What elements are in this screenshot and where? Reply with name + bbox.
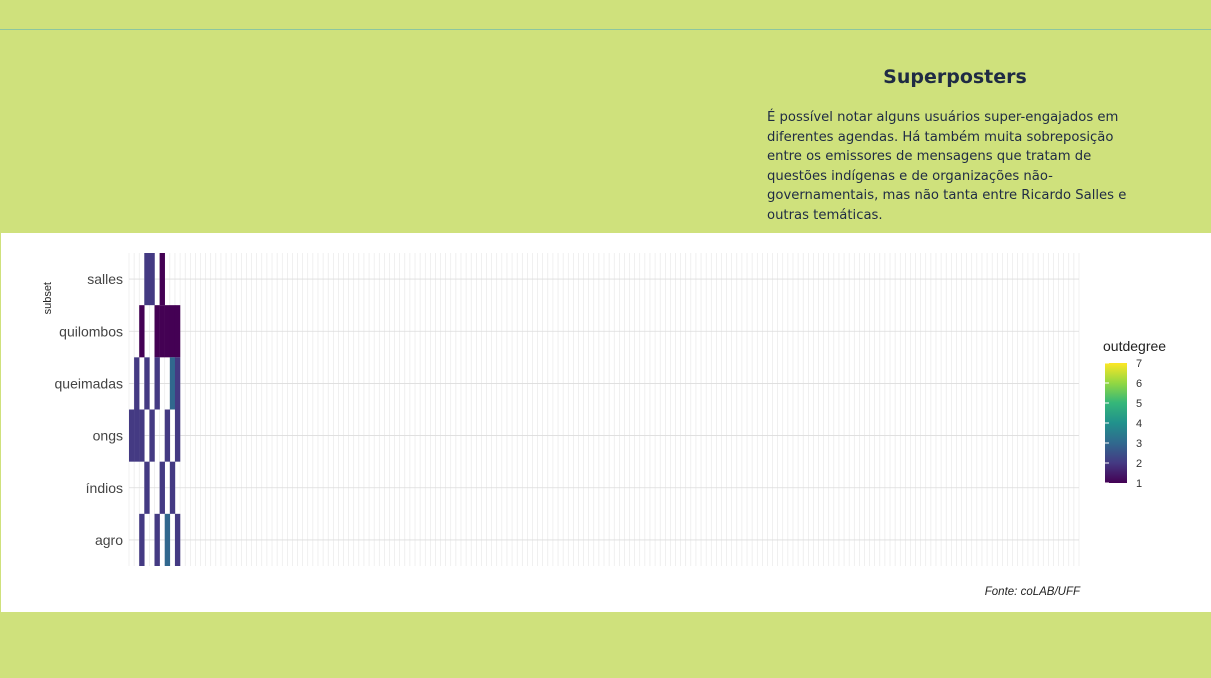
heatmap-cell [174, 513, 181, 566]
heatmap-cell [149, 253, 155, 306]
heatmap-cell [149, 409, 155, 462]
grid-lines [128, 253, 1080, 566]
heatmap-cell [169, 357, 176, 410]
heatmap-chart: agro índios ongs queimadas quilombos salles s… [42, 253, 1166, 566]
heatmap-cell [169, 461, 176, 514]
y-tick-label-queimadas: queimadas [55, 375, 124, 391]
top-divider [0, 29, 1211, 30]
page-title: Superposters [883, 66, 1027, 88]
heatmap-cell [159, 305, 165, 358]
legend-tick-label: 2 [1136, 458, 1142, 470]
heatmap-cell [154, 513, 160, 566]
heatmap-cell [164, 409, 171, 462]
heatmap-cell [144, 357, 150, 410]
heatmap-cell [144, 461, 150, 514]
legend-tick-label: 7 [1136, 358, 1142, 370]
heatmap-cell [174, 357, 181, 410]
y-tick-label-salles: salles [87, 271, 123, 287]
legend: outdegree 1 2 3 4 5 6 7 [1103, 338, 1166, 490]
heatmap-cell [129, 409, 135, 462]
source-note: Fonte: coLAB/UFF [984, 586, 1080, 598]
legend-title: outdegree [1103, 338, 1166, 354]
legend-colorbar [1105, 363, 1127, 483]
heatmap-cell [139, 409, 145, 462]
heatmap-cell [139, 513, 145, 566]
heatmap-cell [169, 305, 176, 358]
heatmap-cell [154, 357, 160, 410]
legend-tick-label: 3 [1136, 438, 1142, 450]
heatmap-cell [154, 305, 160, 358]
y-tick-label-agro: agro [95, 532, 123, 548]
heatmap-cell [174, 409, 181, 462]
heatmap-cell [139, 305, 145, 358]
heatmap-cell [134, 357, 140, 410]
heatmap-cell [164, 513, 171, 566]
y-tick-labels: agro índios ongs queimadas quilombos salles [55, 271, 124, 548]
y-tick-label-índios: índios [86, 480, 123, 496]
y-tick-label-quilombos: quilombos [59, 323, 123, 339]
heatmap-cell [164, 305, 171, 358]
heatmap-cells [129, 253, 181, 566]
heatmap-cell [159, 253, 165, 306]
y-axis-title: subset [42, 282, 54, 314]
legend-tick-label: 6 [1136, 378, 1142, 390]
heatmap-cell [134, 409, 140, 462]
legend-tick-label: 1 [1136, 478, 1142, 490]
y-tick-label-ongs: ongs [93, 428, 123, 444]
legend-tick-label: 5 [1136, 398, 1142, 410]
heatmap-cell [159, 461, 165, 514]
chart-panel: agro índios ongs queimadas quilombos salles s… [1, 233, 1211, 612]
heatmap-cell [144, 253, 150, 306]
heatmap-cell [174, 305, 181, 358]
page-description: É possível notar alguns usuários super-e… [767, 110, 1127, 223]
legend-tick-label: 4 [1136, 418, 1142, 430]
